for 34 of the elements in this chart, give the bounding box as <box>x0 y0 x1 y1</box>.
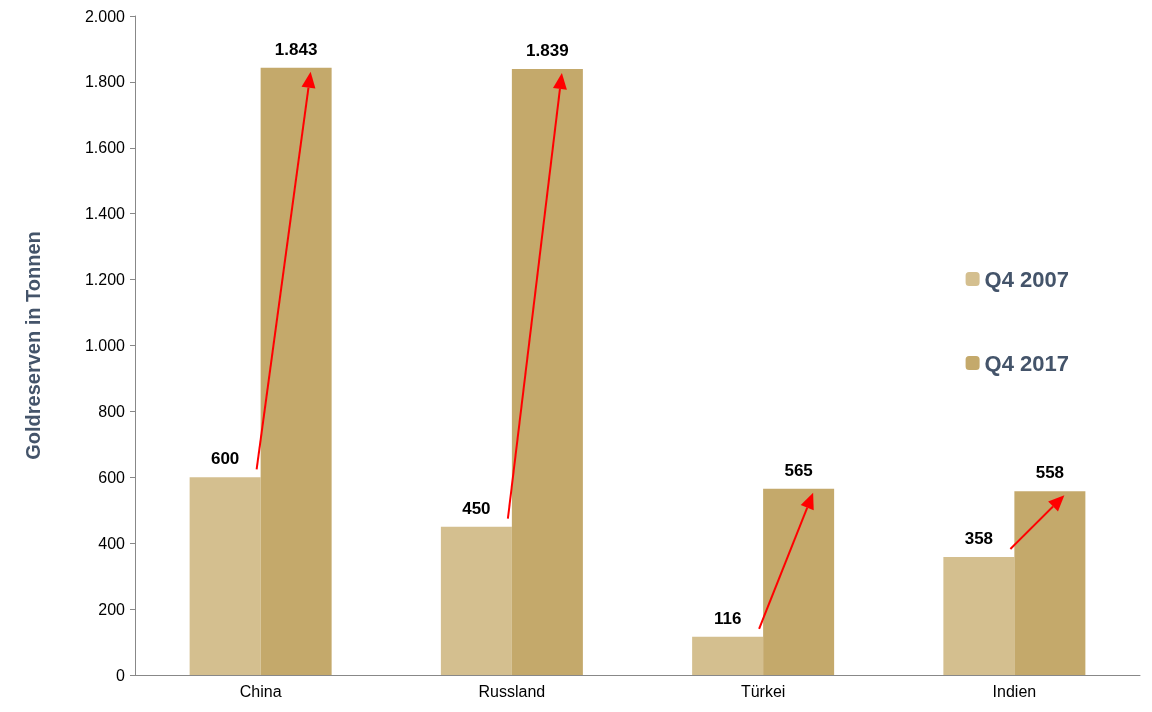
data-label: 565 <box>784 460 813 480</box>
data-label: 558 <box>1035 463 1065 483</box>
legend-label: Q4 2017 <box>984 350 1069 376</box>
x-tick-label: China <box>239 682 282 700</box>
y-tick-label: 2.000 <box>84 7 126 25</box>
y-tick-label: 200 <box>98 600 126 618</box>
data-label: 358 <box>964 529 994 549</box>
x-tick-label: Indien <box>992 682 1037 700</box>
y-tick-label: 400 <box>98 534 126 552</box>
data-label: 600 <box>210 449 240 469</box>
bar <box>1014 491 1086 675</box>
data-label: 116 <box>713 608 742 628</box>
bar <box>692 636 764 675</box>
y-tick-label: 0 <box>116 666 126 684</box>
bar <box>260 67 332 675</box>
x-tick-label: Türkei <box>740 682 786 700</box>
data-label: 450 <box>462 498 491 518</box>
bar <box>943 557 1015 675</box>
bar <box>763 488 835 675</box>
legend-label: Q4 2007 <box>984 266 1069 292</box>
y-tick-label: 1.200 <box>84 271 126 289</box>
y-tick-label: 1.600 <box>84 139 126 157</box>
y-tick-label: 1.400 <box>84 205 126 223</box>
bar <box>440 526 512 675</box>
x-tick-label: Russland <box>478 682 546 700</box>
y-axis-title: Goldreserven in Tonnen <box>22 231 44 460</box>
y-tick-label: 1.000 <box>84 337 126 354</box>
bar <box>511 69 583 675</box>
y-tick-label: 800 <box>98 402 126 420</box>
data-label: 1.843 <box>274 39 318 59</box>
y-tick-label: 600 <box>98 468 126 486</box>
data-label: 1.839 <box>526 41 569 61</box>
bar <box>189 477 261 675</box>
y-tick-label: 1.800 <box>84 73 126 91</box>
